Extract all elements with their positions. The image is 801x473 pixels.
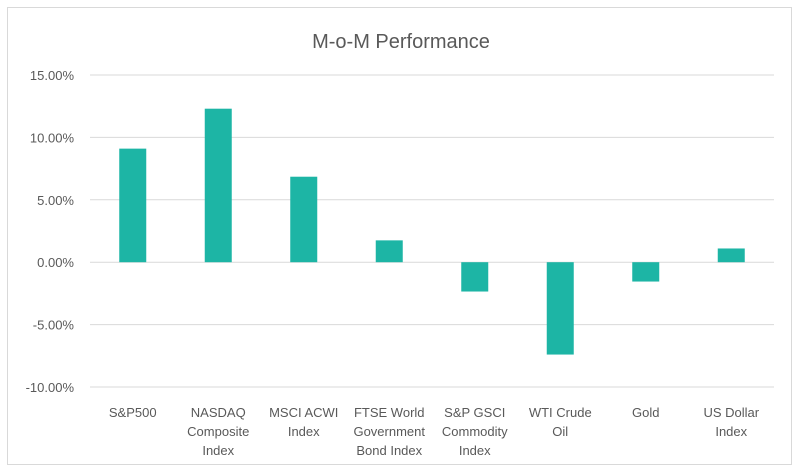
y-tick-label: 0.00% bbox=[37, 255, 74, 270]
x-category-label-line: Index bbox=[459, 443, 491, 458]
x-category-label-line: MSCI ACWI bbox=[269, 405, 338, 420]
x-category-label: S&P GSCI Commodity Index bbox=[442, 405, 508, 458]
x-category-label-line: Commodity bbox=[442, 424, 508, 439]
y-axis-tick-labels: 15.00% 10.00% 5.00% 0.00% -5.00% -10.00% bbox=[26, 68, 75, 395]
x-category-label-line: Gold bbox=[632, 405, 659, 420]
x-category-label-line: Index bbox=[715, 424, 747, 439]
x-category-label: FTSE World Government Bond Index bbox=[353, 405, 425, 458]
y-tick-label: 10.00% bbox=[30, 130, 75, 145]
y-tick-label: -5.00% bbox=[33, 318, 75, 333]
x-category-label: NASDAQ Composite Index bbox=[187, 405, 249, 458]
x-category-label-line: Index bbox=[202, 443, 234, 458]
bar bbox=[375, 240, 403, 263]
x-category-label: MSCI ACWI Index bbox=[269, 405, 338, 439]
bar bbox=[204, 108, 232, 263]
bar bbox=[119, 148, 147, 263]
y-tick-label: 15.00% bbox=[30, 68, 75, 83]
x-category-label: Gold bbox=[632, 405, 659, 420]
bar bbox=[717, 248, 745, 263]
x-category-label-line: S&P500 bbox=[109, 405, 157, 420]
x-category-label-line: Index bbox=[288, 424, 320, 439]
x-category-label-line: Bond Index bbox=[356, 443, 422, 458]
bar bbox=[290, 176, 318, 263]
bar bbox=[461, 262, 489, 292]
y-tick-label: -10.00% bbox=[26, 380, 75, 395]
x-category-label: US Dollar Index bbox=[703, 405, 759, 439]
x-category-label-line: Composite bbox=[187, 424, 249, 439]
bars bbox=[119, 108, 745, 355]
mom-performance-chart: M-o-M Performance 15.00% 10.00% 5.00% 0.00%… bbox=[26, 31, 774, 458]
x-category-label-line: S&P GSCI bbox=[444, 405, 505, 420]
bar bbox=[632, 262, 660, 282]
chart-frame: M-o-M Performance 15.00% 10.00% 5.00% 0.00%… bbox=[7, 7, 792, 465]
x-category-label-line: WTI Crude bbox=[529, 405, 592, 420]
chart-title: M-o-M Performance bbox=[312, 31, 490, 53]
y-tick-label: 5.00% bbox=[37, 193, 74, 208]
x-category-label-line: FTSE World bbox=[354, 405, 425, 420]
x-category-label: S&P500 bbox=[109, 405, 157, 420]
x-category-label-line: US Dollar bbox=[703, 405, 759, 420]
x-category-label-line: Oil bbox=[552, 424, 568, 439]
x-category-label-line: Government bbox=[353, 424, 425, 439]
bar bbox=[546, 262, 574, 355]
x-category-label: WTI Crude Oil bbox=[529, 405, 592, 439]
x-category-label-line: NASDAQ bbox=[191, 405, 246, 420]
gridlines bbox=[90, 74, 774, 388]
x-axis-category-labels: S&P500 NASDAQ Composite Index MSCI ACWI Index… bbox=[109, 405, 760, 458]
